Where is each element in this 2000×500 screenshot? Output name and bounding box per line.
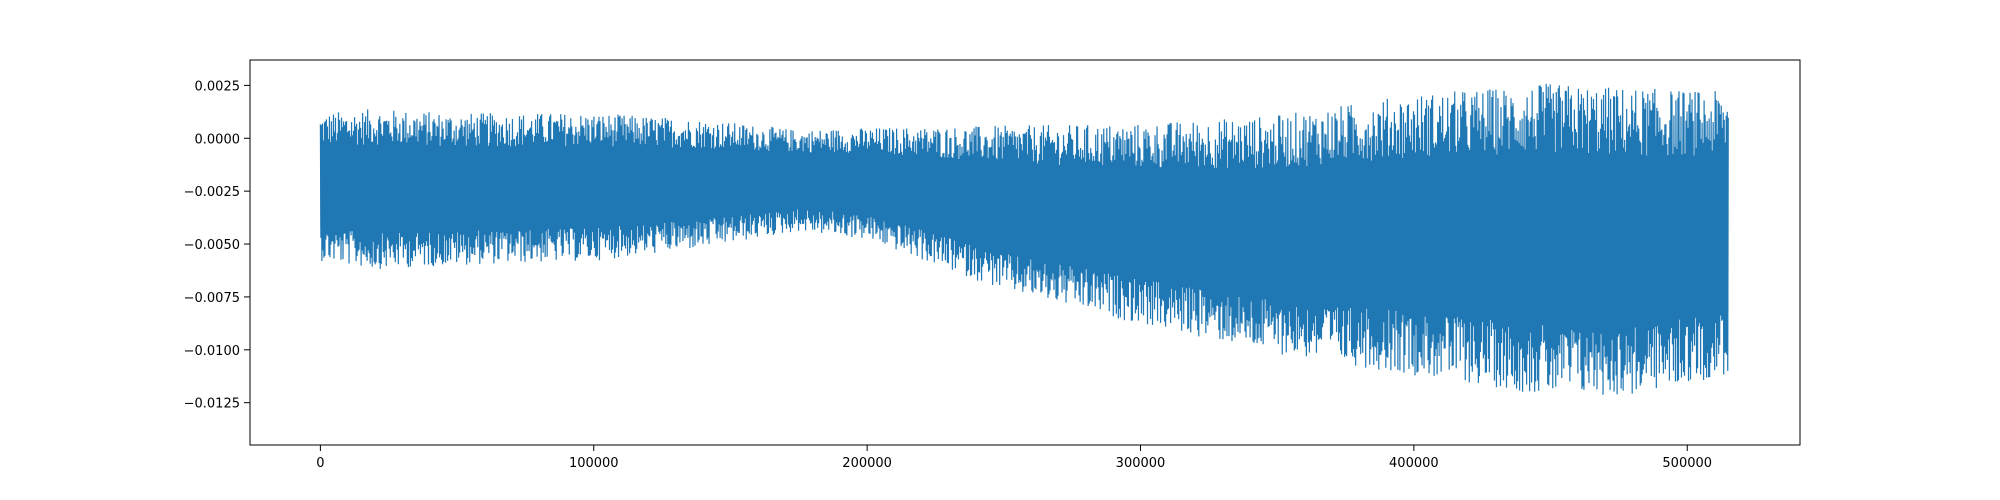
x-tick-label: 100000 — [569, 456, 619, 471]
x-tick-label: 500000 — [1662, 456, 1712, 471]
x-tick-label: 400000 — [1389, 456, 1439, 471]
y-axis: 0.0025 0.0000 −0.0025 −0.0050 −0.0075 −0.0100… — [184, 79, 250, 412]
x-tick-label: 0 — [316, 456, 324, 471]
axes-frame — [249, 59, 1801, 446]
signal-core-band — [320, 144, 1729, 327]
series-layer — [319, 83, 1729, 395]
y-tick-label: −0.0025 — [184, 185, 240, 200]
y-tick-label: −0.0075 — [184, 291, 240, 306]
x-tick-label: 300000 — [1116, 456, 1166, 471]
x-axis: 0 100000 200000 300000 400000 500000 — [316, 445, 1712, 471]
y-tick-label: −0.0125 — [184, 397, 240, 412]
x-tick-label: 200000 — [842, 456, 892, 471]
y-tick-label: 0.0000 — [195, 132, 241, 147]
y-tick-label: 0.0025 — [195, 79, 241, 94]
y-tick-label: −0.0100 — [184, 344, 240, 359]
y-tick-label: −0.0050 — [184, 238, 240, 253]
